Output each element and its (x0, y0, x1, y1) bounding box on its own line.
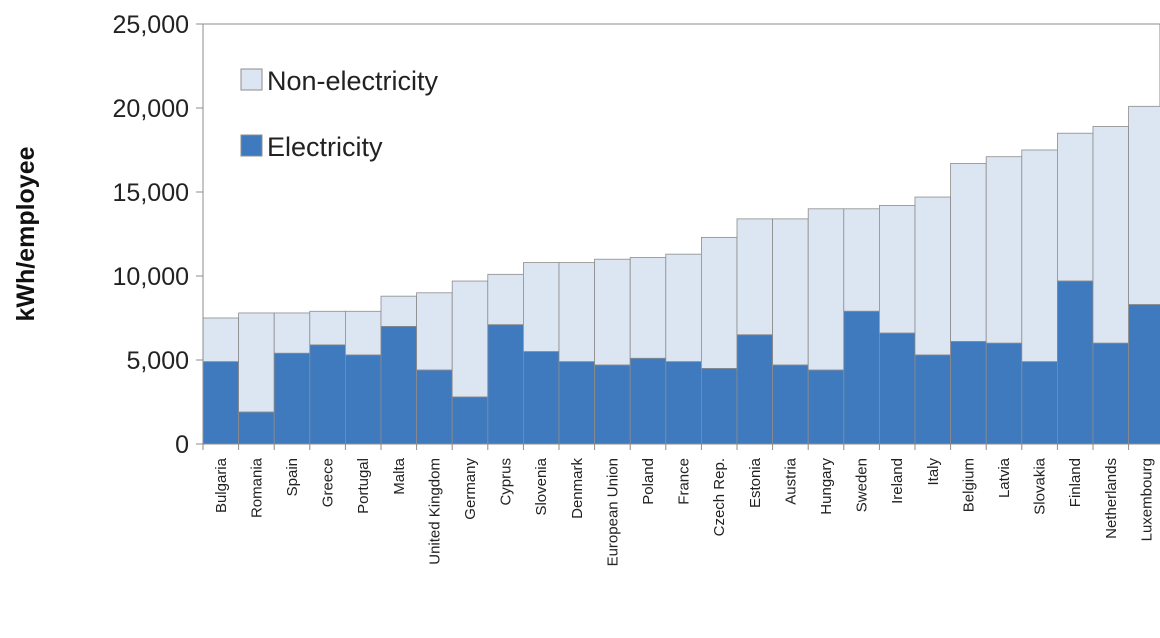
x-tick-label: Germany (462, 458, 479, 520)
bar-segment-electricity (843, 310, 880, 445)
bar-segment-non-electricity (558, 262, 595, 363)
bar-segment-electricity (914, 354, 951, 445)
x-tick-label: Luxembourg (1138, 458, 1155, 541)
bar-segment-non-electricity (594, 258, 631, 366)
y-axis: 0 5,000 10,000 15,000 20,000 25,000 (113, 11, 204, 459)
x-tick-label: Poland (640, 458, 657, 505)
x-tick-label: Finland (1067, 458, 1084, 507)
bar-segment-electricity (1057, 280, 1094, 445)
bar-segment-non-electricity (451, 280, 489, 398)
bar-segment-electricity (558, 361, 595, 445)
bar-segment-electricity (309, 344, 346, 445)
x-tick-label: Italy (925, 458, 942, 486)
bar-segment-electricity (487, 324, 524, 445)
x-tick-label: Slovakia (1032, 457, 1049, 514)
x-tick-label: Czech Rep. (711, 458, 728, 536)
bar-segment-non-electricity (985, 156, 1023, 344)
bar-segment-electricity (629, 357, 667, 445)
bar-segment-non-electricity (701, 236, 738, 369)
bar-segment-non-electricity (1128, 105, 1160, 305)
bar-segment-non-electricity (309, 310, 346, 346)
x-tick-label: Netherlands (1103, 458, 1120, 539)
bar-segment-non-electricity (772, 218, 809, 366)
legend-swatch-electricity (240, 134, 263, 157)
x-tick-label: Portugal (355, 458, 372, 514)
bar-segment-non-electricity (950, 163, 987, 342)
bar-segment-electricity (594, 364, 631, 445)
bar-segment-non-electricity (1092, 126, 1129, 344)
bar-segment-electricity (1128, 304, 1160, 445)
bar-segment-electricity (1021, 361, 1058, 445)
x-tick-label: Sweden (854, 458, 871, 512)
bar-segment-non-electricity (807, 208, 845, 371)
bar-segment-electricity (665, 361, 702, 445)
y-tick-label: 20,000 (113, 95, 189, 123)
bar-segment-non-electricity (1057, 132, 1094, 282)
bar-segment-electricity (950, 341, 987, 445)
plot-area (202, 23, 1160, 445)
bar-segment-electricity (523, 351, 560, 445)
legend-label-non-electricity: Non-electricity (267, 66, 439, 96)
bar-segment-non-electricity (380, 295, 417, 327)
x-tick-label: European Union (604, 458, 621, 566)
bar-segment-non-electricity (238, 312, 275, 413)
bar-segment-electricity (1092, 342, 1129, 445)
y-tick-label: 5,000 (126, 347, 189, 375)
bar-segment-electricity (344, 354, 382, 445)
x-tick-label: Denmark (569, 458, 586, 519)
bar-segment-non-electricity (344, 310, 382, 356)
x-tick-label: Cyprus (498, 458, 515, 506)
x-tick-label: Bulgaria (213, 457, 230, 513)
bar-segment-non-electricity (843, 208, 880, 312)
bar-segment-electricity (451, 396, 489, 445)
bar-segment-electricity (772, 364, 809, 445)
bar-segment-non-electricity (487, 273, 524, 326)
bar-segment-electricity (380, 325, 417, 445)
x-axis: Bulgaria Romania Spain Greece Portugal Malta U… (202, 443, 1160, 566)
y-tick-label: 15,000 (113, 179, 189, 207)
bar-segment-non-electricity (914, 196, 951, 356)
legend-swatch-non-electricity (240, 68, 263, 91)
x-tick-label: Ireland (889, 458, 906, 504)
bar-segment-electricity (985, 342, 1023, 445)
bar-segment-non-electricity (523, 262, 560, 352)
bar-segment-electricity (273, 352, 311, 445)
bar-segment-non-electricity (736, 218, 773, 336)
bar-segment-non-electricity (629, 257, 667, 359)
bar-segment-non-electricity (665, 253, 702, 363)
x-tick-label: Hungary (818, 458, 835, 515)
bar-segment-non-electricity (416, 292, 453, 371)
bar-segment-non-electricity (273, 312, 311, 354)
bar-segment-electricity (202, 361, 239, 445)
bar-segment-electricity (807, 369, 845, 445)
x-tick-label: Slovenia (533, 457, 550, 515)
y-tick-label: 10,000 (113, 263, 189, 291)
bar-segment-electricity (879, 332, 916, 445)
bar-segment-electricity (238, 411, 275, 445)
x-tick-label: Austria (782, 457, 799, 504)
bar-segment-non-electricity (1021, 149, 1058, 363)
x-tick-label: Malta (391, 457, 408, 494)
x-tick-label: Romania (248, 457, 265, 518)
x-tick-label: Belgium (960, 458, 977, 512)
legend: Non-electricity Electricity (240, 66, 439, 162)
x-tick-label: Latvia (996, 457, 1013, 498)
y-tick-label: 0 (175, 431, 189, 459)
bar-segment-electricity (701, 367, 738, 445)
legend-label-electricity: Electricity (267, 132, 383, 162)
x-tick-label: France (676, 458, 693, 505)
x-tick-label: Estonia (747, 457, 764, 508)
x-tick-label: United Kingdom (426, 458, 443, 565)
x-tick-label: Spain (284, 458, 301, 496)
bar-segment-non-electricity (879, 205, 916, 334)
bar-segment-non-electricity (202, 317, 239, 363)
y-axis-title: kWh/employee (12, 146, 40, 321)
bar-segment-electricity (736, 334, 773, 445)
x-tick-label: Greece (320, 458, 337, 507)
y-tick-label: 25,000 (113, 11, 189, 39)
bar-segment-electricity (416, 369, 453, 445)
